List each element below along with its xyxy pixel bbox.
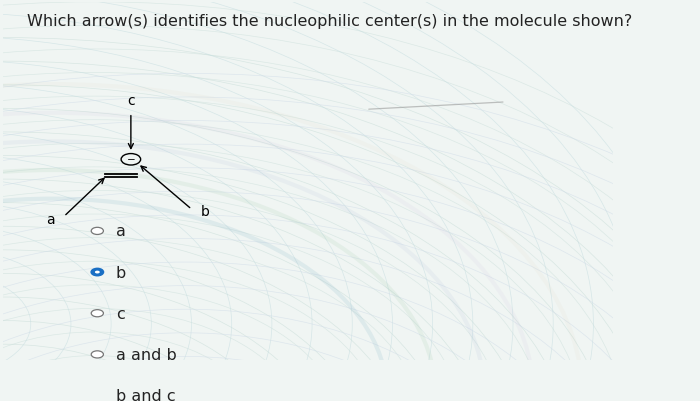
Text: c: c [116,306,125,321]
Text: −: − [127,155,135,165]
Text: b: b [116,265,126,280]
Circle shape [91,351,104,358]
Circle shape [91,310,104,317]
Text: a: a [116,224,125,239]
Text: b and c: b and c [116,388,175,401]
Text: a: a [46,213,55,227]
Circle shape [91,392,104,399]
Text: a and b: a and b [116,347,176,362]
Circle shape [91,228,104,235]
Circle shape [95,271,100,274]
Text: c: c [127,94,134,108]
Circle shape [91,269,104,276]
Text: b: b [200,205,209,219]
Text: Which arrow(s) identifies the nucleophilic center(s) in the molecule shown?: Which arrow(s) identifies the nucleophil… [27,14,632,28]
